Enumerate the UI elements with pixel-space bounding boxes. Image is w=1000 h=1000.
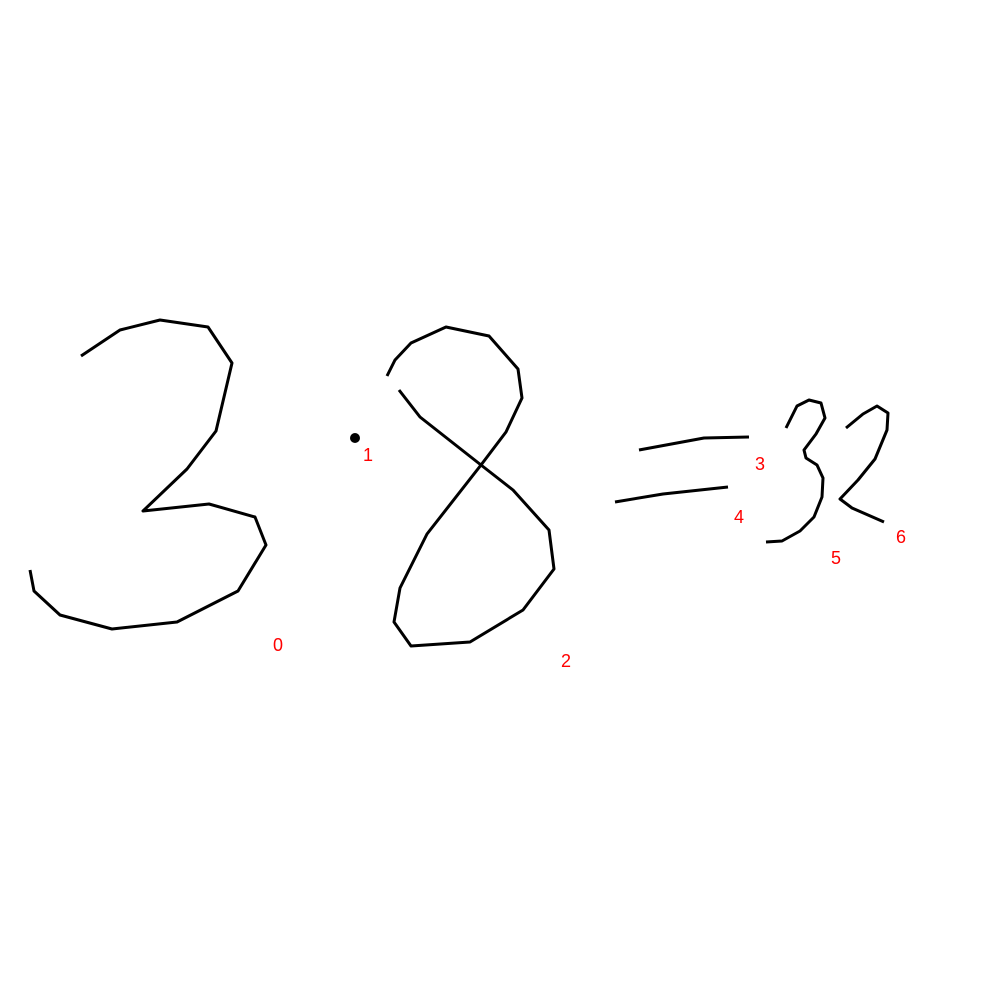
stroke-5-label: 5 bbox=[831, 548, 841, 568]
stroke-1-label: 1 bbox=[363, 445, 373, 465]
stroke-1: 1 bbox=[350, 433, 373, 465]
stroke-3: 3 bbox=[638, 435, 765, 474]
stroke-6-path bbox=[838, 404, 890, 524]
stroke-4-path bbox=[614, 485, 729, 504]
stroke-3-label: 3 bbox=[755, 454, 765, 474]
stroke-2: 2 bbox=[385, 325, 571, 671]
stroke-5-path bbox=[765, 398, 827, 544]
stroke-1-dot bbox=[350, 433, 360, 443]
stroke-2-label: 2 bbox=[561, 651, 571, 671]
stroke-3-path bbox=[638, 435, 750, 452]
stroke-0-path bbox=[28, 318, 268, 631]
stroke-2-path bbox=[385, 325, 556, 648]
stroke-6: 6 bbox=[838, 404, 906, 547]
stroke-6-label: 6 bbox=[896, 527, 906, 547]
stroke-5: 5 bbox=[765, 398, 841, 568]
stroke-0: 0 bbox=[28, 318, 283, 655]
stroke-0-label: 0 bbox=[273, 635, 283, 655]
stroke-4-label: 4 bbox=[734, 507, 744, 527]
stroke-4: 4 bbox=[614, 485, 744, 527]
